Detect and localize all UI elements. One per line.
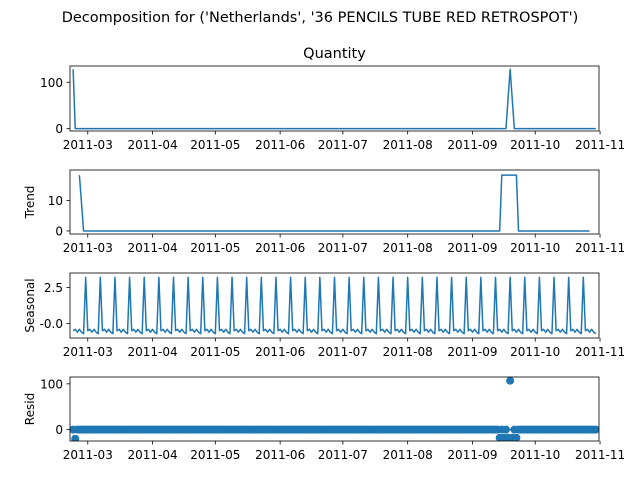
quantity-series-line	[72, 68, 596, 130]
y-axis-label: Seasonal	[23, 278, 37, 332]
x-tick-label: 2011-11	[575, 241, 625, 255]
x-tick-label: 2011-03	[63, 448, 113, 462]
x-tick-label: 2011-03	[63, 241, 113, 255]
x-tick-label: 2011-11	[575, 345, 625, 359]
panel-4: 0 100 2011-03 2011-04 2011-05 2011-06 2011-07 2…	[23, 376, 625, 462]
plot-area	[72, 276, 597, 335]
y-tick-label: 0	[55, 224, 63, 238]
x-tick-label: 2011-07	[318, 448, 368, 462]
x-tick-label: 2011-09	[447, 241, 497, 255]
axes-frame	[69, 376, 600, 442]
x-tick-label: 2011-08	[383, 345, 433, 359]
resid-point	[501, 425, 510, 434]
resid-point	[591, 425, 599, 434]
y-tick-label: 100	[40, 377, 63, 391]
y-tick-label: 10	[48, 194, 63, 208]
panel-1: 0 100 2011-03 2011-04 2011-05 2011-06 2011-07 2…	[40, 46, 625, 152]
x-tick-label: 2011-05	[190, 448, 240, 462]
x-tick-label: 2011-10	[510, 241, 560, 255]
figure-suptitle: Decomposition for ('Netherlands', '36 PE…	[62, 10, 579, 26]
panel-title: Quantity	[303, 46, 366, 62]
y-axis-label: Resid	[23, 393, 37, 425]
trend-series-line	[78, 174, 590, 232]
x-tick-label: 2011-04	[128, 241, 178, 255]
resid-point	[71, 434, 80, 441]
panel-2: 0 10 2011-03 2011-04 2011-05 2011-06 2011-07 20…	[23, 169, 625, 255]
axes-frame	[69, 169, 600, 235]
axes-frame	[69, 65, 600, 132]
y-tick-label: 2.5	[44, 281, 63, 295]
seasonal-series-line	[72, 276, 597, 335]
x-tick-label: 2011-11	[575, 448, 625, 462]
y-tick-label: 0	[55, 122, 63, 136]
resid-point	[506, 377, 515, 385]
x-tick-label: 2011-07	[318, 345, 368, 359]
x-tick-label: 2011-08	[383, 241, 433, 255]
x-tick-label: 2011-03	[63, 138, 113, 152]
x-tick-label: 2011-10	[510, 345, 560, 359]
x-tick-label: 2011-10	[510, 138, 560, 152]
x-tick-label: 2011-08	[383, 448, 433, 462]
x-tick-label: 2011-06	[255, 138, 305, 152]
x-tick-label: 2011-09	[447, 138, 497, 152]
x-tick-label: 2011-09	[447, 448, 497, 462]
x-tick-label: 2011-08	[383, 138, 433, 152]
x-tick-label: 2011-11	[575, 138, 625, 152]
x-tick-label: 2011-09	[447, 345, 497, 359]
panel-3: -0.0 2.5 2011-03 2011-04 2011-05 2011-06 2011-…	[23, 272, 625, 359]
x-tick-label: 2011-06	[255, 241, 305, 255]
x-tick-label: 2011-07	[318, 138, 368, 152]
x-tick-label: 2011-06	[255, 345, 305, 359]
x-tick-label: 2011-05	[190, 138, 240, 152]
x-tick-label: 2011-06	[255, 448, 305, 462]
resid-point	[512, 433, 521, 441]
x-tick-label: 2011-03	[63, 345, 113, 359]
x-tick-label: 2011-05	[190, 241, 240, 255]
plot-area	[70, 377, 599, 441]
plot-area	[72, 68, 596, 130]
y-tick-label: -0.0	[40, 317, 63, 331]
x-tick-label: 2011-05	[190, 345, 240, 359]
x-tick-label: 2011-10	[510, 448, 560, 462]
x-tick-label: 2011-07	[318, 241, 368, 255]
x-tick-label: 2011-04	[128, 138, 178, 152]
y-axis-label: Trend	[23, 186, 37, 220]
x-tick-label: 2011-04	[128, 448, 178, 462]
x-tick-label: 2011-04	[128, 345, 178, 359]
y-tick-label: 0	[55, 423, 63, 437]
plot-area	[78, 174, 590, 232]
axes-frame	[69, 272, 600, 339]
y-tick-label: 100	[40, 76, 63, 90]
